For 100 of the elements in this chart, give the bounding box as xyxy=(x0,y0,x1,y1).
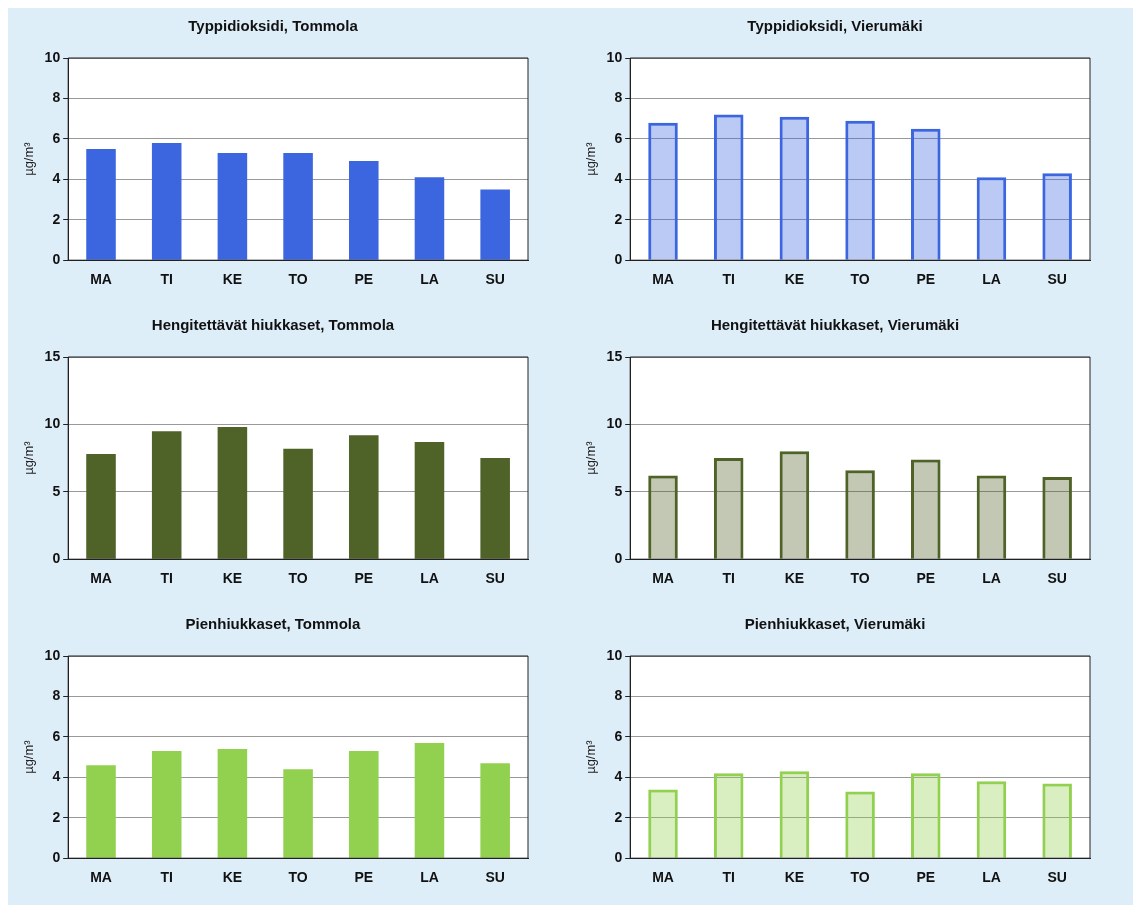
bar xyxy=(713,114,744,260)
x-tick-label: KE xyxy=(222,570,243,587)
y-tick-label: 4 xyxy=(52,170,61,187)
y-tick-label: 5 xyxy=(614,482,623,499)
y-tick-label: 2 xyxy=(52,808,61,825)
x-tick-label: KE xyxy=(784,570,805,587)
x-tick-label: KE xyxy=(222,869,243,886)
bar xyxy=(976,177,1007,260)
bar xyxy=(1042,173,1072,260)
x-tick-label: MA xyxy=(652,869,674,886)
y-axis-title: µg/m³ xyxy=(21,141,37,176)
bar xyxy=(911,128,941,260)
x-tick-label: TO xyxy=(288,869,308,886)
y-axis-title: µg/m³ xyxy=(583,739,599,774)
y-tick-label: 6 xyxy=(52,727,61,744)
bar xyxy=(217,427,248,559)
bar xyxy=(845,791,875,858)
y-tick-label: 4 xyxy=(614,170,623,187)
x-tick-label: PE xyxy=(916,869,936,886)
bar xyxy=(349,751,379,858)
y-tick-label: 10 xyxy=(44,48,61,65)
y-axis-title: µg/m³ xyxy=(583,440,599,475)
bar xyxy=(976,781,1007,858)
bar xyxy=(349,435,379,559)
bar xyxy=(480,763,510,858)
bar xyxy=(86,765,116,858)
y-tick-label: 10 xyxy=(606,48,623,65)
y-tick-label: 6 xyxy=(614,727,623,744)
y-tick-label: 8 xyxy=(52,89,61,106)
bar xyxy=(283,448,313,559)
y-tick-label: 0 xyxy=(614,550,623,567)
x-tick-label: PE xyxy=(354,271,374,288)
x-tick-label: SU xyxy=(1047,271,1067,288)
x-tick-label: LA xyxy=(982,869,1001,886)
y-tick-label: 8 xyxy=(614,687,623,704)
y-tick-label: 10 xyxy=(606,646,623,663)
y-axis-title: µg/m³ xyxy=(21,739,37,774)
x-tick-label: TI xyxy=(160,271,173,288)
x-tick-label: KE xyxy=(222,271,243,288)
chart-title: Hengitettävät hiukkaset, Tommola xyxy=(151,316,395,334)
x-tick-label: TO xyxy=(850,570,870,587)
y-tick-label: 10 xyxy=(44,415,61,432)
x-tick-label: KE xyxy=(784,271,805,288)
x-tick-label: TI xyxy=(160,570,173,587)
x-tick-label: SU xyxy=(485,869,505,886)
x-tick-label: SU xyxy=(1047,570,1067,587)
y-tick-label: 5 xyxy=(52,482,61,499)
bar xyxy=(414,441,445,559)
x-tick-label: MA xyxy=(90,570,112,587)
y-tick-label: 0 xyxy=(52,849,61,866)
x-tick-label: TI xyxy=(160,869,173,886)
y-tick-label: 2 xyxy=(614,210,623,227)
bar xyxy=(480,458,510,559)
y-tick-label: 8 xyxy=(614,89,623,106)
y-axis-title: µg/m³ xyxy=(583,141,599,176)
x-tick-label: SU xyxy=(1047,869,1067,886)
bar xyxy=(480,189,510,260)
x-tick-label: TO xyxy=(288,570,308,587)
y-tick-label: 0 xyxy=(52,251,61,268)
bar xyxy=(648,122,678,260)
y-tick-label: 0 xyxy=(614,251,623,268)
x-tick-label: MA xyxy=(652,271,674,288)
y-tick-label: 2 xyxy=(614,808,623,825)
x-tick-label: MA xyxy=(652,570,674,587)
x-tick-label: LA xyxy=(982,271,1001,288)
chart-title: Typpidioksidi, Tommola xyxy=(188,17,359,35)
bar xyxy=(151,142,182,260)
x-tick-label: SU xyxy=(485,271,505,288)
bar xyxy=(283,153,313,260)
bar xyxy=(151,431,182,559)
y-tick-label: 8 xyxy=(52,687,61,704)
y-tick-label: 6 xyxy=(614,129,623,146)
x-tick-label: LA xyxy=(420,271,439,288)
y-tick-label: 4 xyxy=(52,768,61,785)
bar xyxy=(911,773,941,858)
x-tick-label: MA xyxy=(90,271,112,288)
bar xyxy=(414,742,445,858)
y-tick-label: 2 xyxy=(52,210,61,227)
x-tick-label: TO xyxy=(288,271,308,288)
x-tick-label: SU xyxy=(485,570,505,587)
bar xyxy=(1042,783,1072,858)
bar xyxy=(86,148,116,260)
x-tick-label: MA xyxy=(90,869,112,886)
bar xyxy=(283,769,313,858)
bar xyxy=(779,116,810,260)
x-tick-label: TO xyxy=(850,271,870,288)
chart-title: Pienhiukkaset, Tommola xyxy=(185,615,362,633)
y-tick-label: 15 xyxy=(606,347,623,364)
bar xyxy=(779,771,810,858)
x-tick-label: PE xyxy=(354,869,374,886)
bar xyxy=(648,789,678,858)
x-tick-label: TI xyxy=(722,271,735,288)
y-tick-label: 10 xyxy=(44,646,61,663)
chart-title: Hengitettävät hiukkaset, Vierumäki xyxy=(710,316,960,334)
x-tick-label: LA xyxy=(420,869,439,886)
x-tick-label: LA xyxy=(420,570,439,587)
x-tick-label: TO xyxy=(850,869,870,886)
chart-title: Typpidioksidi, Vierumäki xyxy=(747,17,923,35)
bar xyxy=(86,454,116,559)
y-tick-label: 0 xyxy=(52,550,61,567)
